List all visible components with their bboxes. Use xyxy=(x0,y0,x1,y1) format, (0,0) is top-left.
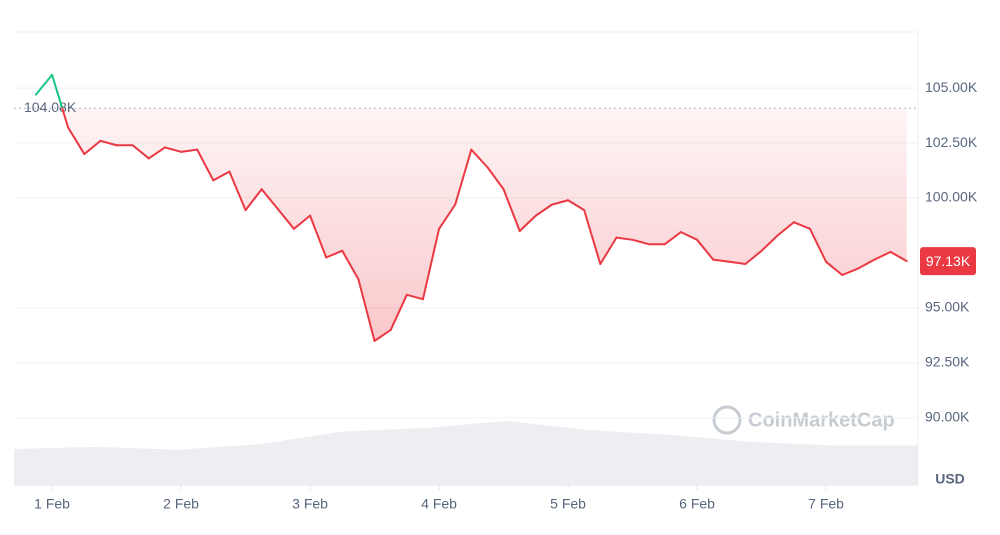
price-segment xyxy=(99,139,118,147)
y-tick-label: 102.50K xyxy=(925,134,978,150)
price-segment xyxy=(696,238,715,261)
price-segment xyxy=(873,250,892,261)
price-segment xyxy=(841,267,860,276)
baseline-label: 104.08K xyxy=(24,99,77,115)
price-segment xyxy=(825,260,844,276)
watermark-text: CoinMarketCap xyxy=(748,409,895,431)
price-segment xyxy=(744,249,763,265)
price-segment xyxy=(486,166,505,191)
price-segment xyxy=(663,231,682,246)
price-segment xyxy=(228,170,247,212)
price-segment xyxy=(889,250,908,263)
price-segment xyxy=(34,73,54,96)
x-tick-label: 1 Feb xyxy=(34,496,70,512)
y-tick-label: 100.00K xyxy=(925,189,978,205)
current-price-tag xyxy=(920,247,976,276)
y-tick-label: 90.00K xyxy=(925,409,970,425)
price-segment xyxy=(244,188,263,212)
y-tick-label: 92.50K xyxy=(925,354,970,370)
price-segment xyxy=(712,258,731,263)
price-segment xyxy=(792,221,811,230)
x-tick-label: 5 Feb xyxy=(550,496,586,512)
price-segment xyxy=(631,238,650,246)
price-segment xyxy=(309,214,328,259)
price-segment xyxy=(583,209,602,265)
price-segment xyxy=(373,328,392,342)
price-segment xyxy=(212,170,231,182)
current-price-label: 97.13K xyxy=(926,253,971,269)
watermark-logo xyxy=(712,405,742,435)
price-segment xyxy=(534,203,553,217)
axis-unit: USD xyxy=(935,471,965,487)
price-segment xyxy=(776,221,795,237)
price-segment xyxy=(421,227,441,301)
price-segment xyxy=(357,278,376,342)
price-segment xyxy=(67,126,86,156)
price-segment xyxy=(276,208,295,230)
price-segment xyxy=(550,199,570,206)
price-segment xyxy=(325,249,344,259)
price-segment xyxy=(147,146,166,160)
area-fill xyxy=(35,108,907,341)
price-segment xyxy=(567,199,586,212)
price-segment xyxy=(599,236,618,265)
price-segment xyxy=(728,260,747,265)
price-segment xyxy=(518,214,537,233)
price-segment xyxy=(808,227,828,263)
price-segment xyxy=(454,148,473,206)
price-segment xyxy=(438,203,457,230)
price-segment xyxy=(857,258,876,270)
y-tick-label: 105.00K xyxy=(925,79,978,95)
price-segment xyxy=(51,73,64,110)
watermark: CoinMarketCap xyxy=(712,405,895,435)
volume-area xyxy=(14,421,918,485)
price-segment xyxy=(760,234,779,252)
price-segment xyxy=(196,148,215,182)
x-tick-label: 2 Feb xyxy=(163,496,199,512)
x-tick-label: 4 Feb xyxy=(421,496,457,512)
price-segment xyxy=(389,293,408,331)
price-segment xyxy=(260,188,279,211)
price-segment xyxy=(615,236,634,241)
price-segment xyxy=(341,249,360,281)
price-segment xyxy=(83,139,102,156)
price-segment xyxy=(679,231,699,241)
price-segment xyxy=(61,107,70,129)
price-segment xyxy=(502,188,521,233)
x-tick-label: 3 Feb xyxy=(292,496,328,512)
price-segment xyxy=(470,148,489,169)
y-tick-label: 95.00K xyxy=(925,299,970,315)
x-tick-label: 6 Feb xyxy=(679,496,715,512)
price-segment xyxy=(292,214,312,230)
price-segment xyxy=(180,148,199,153)
price-segment xyxy=(163,146,183,153)
price-segment xyxy=(131,144,150,160)
x-tick-label: 7 Feb xyxy=(808,496,844,512)
price-segment xyxy=(405,293,424,301)
